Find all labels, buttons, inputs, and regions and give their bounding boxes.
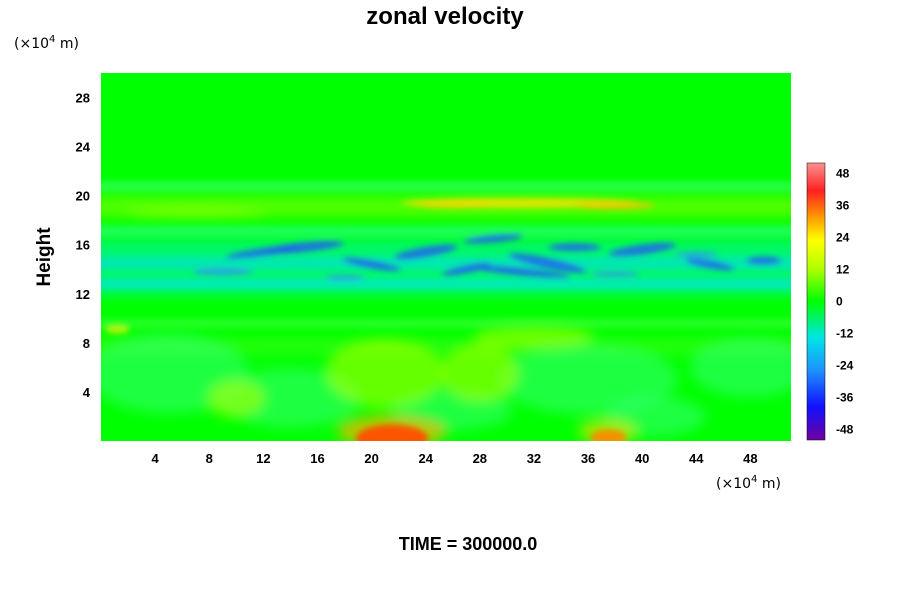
colorbar-tick-label: 36 — [836, 199, 850, 213]
x-tick-label: 44 — [689, 451, 704, 466]
field-blob — [498, 344, 679, 415]
y-tick-label: 20 — [76, 189, 90, 204]
x-tick-label: 36 — [581, 451, 595, 466]
field-blob — [394, 244, 458, 260]
field-blob — [473, 324, 594, 349]
y-ticks: 4 8 12 16 20 24 28 — [76, 91, 91, 400]
field-blob — [125, 207, 266, 218]
velocity-field — [101, 180, 791, 441]
field-blob — [264, 240, 344, 254]
colorbar-tick-label: -48 — [836, 422, 854, 436]
x-tick-label: 24 — [418, 451, 433, 466]
y-tick-label: 8 — [83, 336, 90, 351]
field-band — [101, 279, 791, 289]
field-blob — [548, 243, 601, 252]
plot-area — [101, 73, 791, 441]
chart-title: zonal velocity — [366, 3, 524, 30]
colorbar-tick-label: -36 — [836, 390, 854, 404]
field-blob — [590, 429, 627, 441]
x-tick-label: 8 — [206, 451, 213, 466]
colorbar-tick-label: 24 — [836, 231, 850, 245]
field-blob — [690, 337, 791, 398]
field-band — [101, 257, 791, 270]
field-blob — [355, 424, 428, 441]
field-blob — [508, 253, 587, 273]
field-band — [101, 318, 791, 329]
field-blob — [342, 257, 402, 271]
y-tick-label: 28 — [76, 91, 90, 106]
colorbar-ramp — [806, 162, 826, 441]
y-tick-label: 12 — [76, 287, 90, 302]
x-tick-label: 40 — [635, 451, 649, 466]
x-tick-label: 48 — [743, 451, 757, 466]
x-tick-label: 20 — [364, 451, 378, 466]
y-tick-label: 16 — [76, 238, 90, 253]
field-band — [101, 180, 791, 192]
field-blob — [685, 258, 735, 271]
x-unit-label: (×104 m) — [716, 474, 781, 492]
field-blob — [206, 378, 267, 419]
field-blob — [325, 338, 446, 409]
y-tick-label: 4 — [83, 385, 91, 400]
colorbar: 48 36 24 12 0 -12 -24 -36 -48 — [806, 162, 854, 441]
field-blob — [105, 325, 130, 334]
field-blob — [745, 256, 782, 265]
colorbar-tick-label: 0 — [836, 295, 843, 309]
field-blob — [608, 242, 676, 257]
field-blob — [674, 251, 719, 258]
field-blob — [591, 271, 640, 278]
y-axis-label: Height — [34, 227, 55, 287]
x-tick-label: 16 — [310, 451, 324, 466]
field-blob — [441, 262, 491, 276]
y-tick-label: 24 — [76, 140, 91, 155]
colorbar-ticks: 48 36 24 12 0 -12 -24 -36 -48 — [836, 167, 854, 437]
field-blob — [463, 233, 524, 244]
y-unit-label: (×104 m) — [14, 34, 79, 52]
time-label: TIME = 300000.0 — [399, 534, 538, 554]
field-blob — [575, 201, 656, 210]
colorbar-tick-label: -12 — [836, 326, 854, 340]
colorbar-tick-label: 12 — [836, 263, 850, 277]
field-blob — [470, 265, 571, 279]
x-tick-label: 32 — [527, 451, 541, 466]
x-ticks: 4 8 12 16 20 24 28 32 36 40 44 48 — [152, 451, 758, 466]
field-blob — [192, 267, 253, 276]
x-tick-label: 12 — [256, 451, 270, 466]
field-blob — [439, 343, 520, 404]
colorbar-tick-label: -24 — [836, 358, 854, 372]
field-blob — [324, 274, 365, 281]
field-band — [101, 225, 791, 238]
field-blob — [412, 200, 493, 209]
colorbar-tick-label: 48 — [836, 167, 850, 181]
x-tick-label: 28 — [473, 451, 487, 466]
x-tick-label: 4 — [152, 451, 160, 466]
